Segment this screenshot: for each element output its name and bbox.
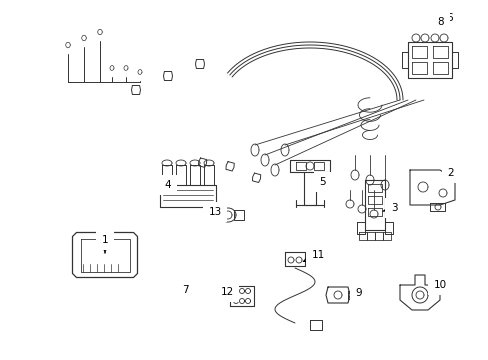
Text: 4: 4 <box>164 180 171 190</box>
Text: 11: 11 <box>303 250 324 262</box>
Text: 1: 1 <box>102 235 108 253</box>
Text: 10: 10 <box>432 280 446 290</box>
Text: 13: 13 <box>208 207 221 217</box>
Text: 9: 9 <box>354 288 362 298</box>
Text: 7: 7 <box>182 285 188 296</box>
Text: 3: 3 <box>382 203 397 213</box>
Text: 8: 8 <box>437 17 444 28</box>
Text: 6: 6 <box>446 13 452 24</box>
Text: 12: 12 <box>220 287 234 297</box>
Text: 5: 5 <box>319 177 325 187</box>
Text: 2: 2 <box>447 168 453 178</box>
